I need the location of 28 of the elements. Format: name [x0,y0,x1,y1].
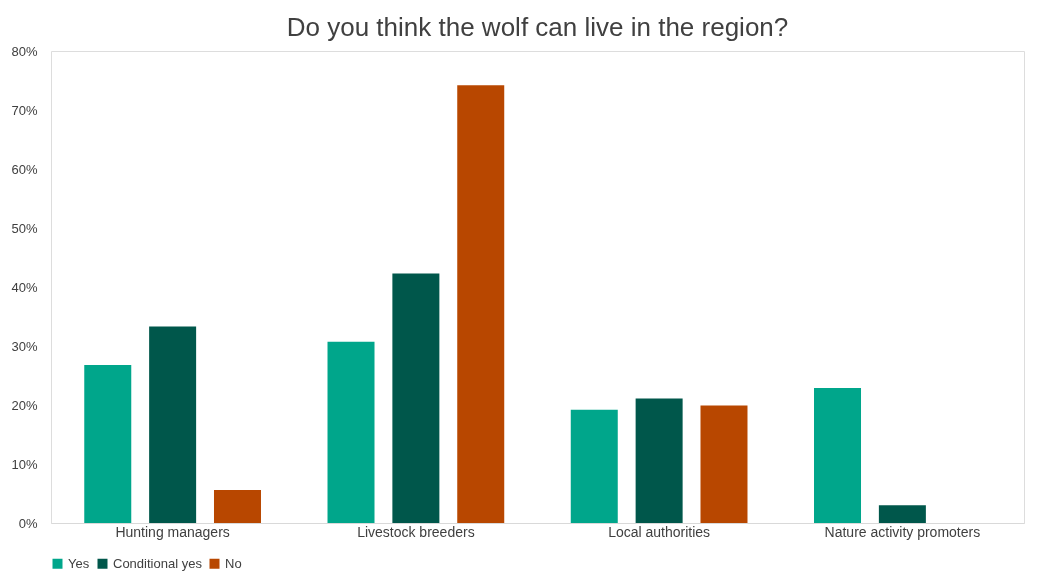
y-tick-label: 20% [11,397,38,413]
y-tick-label: 70% [11,102,38,118]
y-tick-label: 10% [11,456,38,472]
bar [878,505,926,523]
bar [213,489,261,523]
y-tick-label: 0% [18,515,38,531]
bar [84,364,132,523]
bar [392,273,440,523]
legend-label: No [225,555,242,571]
x-tick-label: Livestock breeders [357,523,475,540]
chart-title: Do you think the wolf can live in the region? [286,12,789,42]
y-tick-label: 40% [11,279,38,295]
bar [700,405,748,523]
y-tick-label: 60% [11,161,38,177]
x-tick-label: Nature activity promoters [824,523,981,540]
bar [570,409,618,523]
y-tick-label: 30% [11,338,38,354]
bar [327,341,375,523]
bar [457,85,505,523]
bar [635,398,683,523]
x-tick-label: Local authorities [608,523,711,540]
y-tick-label: 80% [11,43,38,59]
x-tick-label: Hunting managers [115,523,230,540]
y-tick-label: 50% [11,220,38,236]
bar [149,326,197,523]
legend-label: Yes [68,555,90,571]
legend-label: Conditional yes [113,555,203,571]
bar [814,387,862,523]
